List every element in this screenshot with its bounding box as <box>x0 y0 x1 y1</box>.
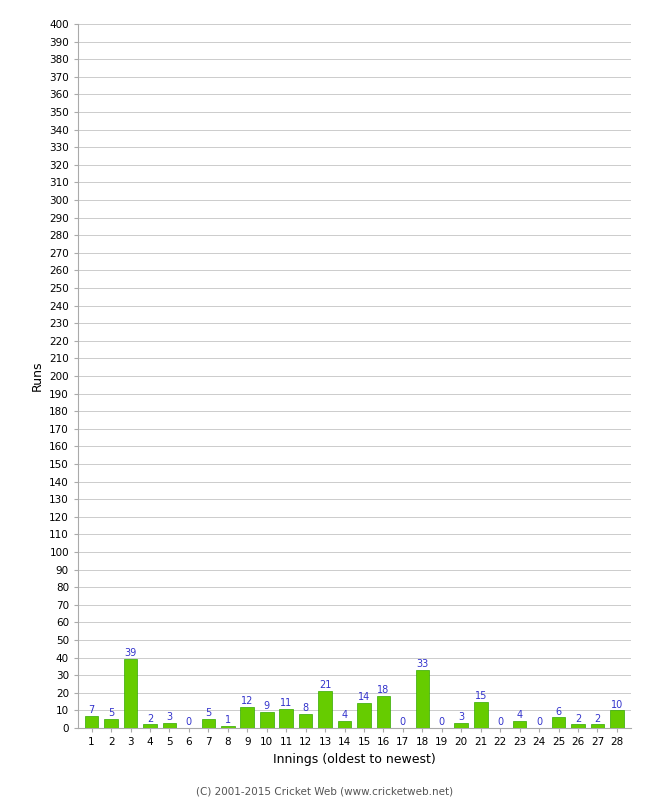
Bar <box>591 725 604 728</box>
Text: 6: 6 <box>556 706 562 717</box>
Bar <box>104 719 118 728</box>
Text: 2: 2 <box>147 714 153 724</box>
Bar <box>571 725 585 728</box>
Bar <box>143 725 157 728</box>
Text: 12: 12 <box>241 696 254 706</box>
Bar <box>221 726 235 728</box>
Text: 9: 9 <box>264 702 270 711</box>
Bar <box>280 709 293 728</box>
Bar <box>202 719 215 728</box>
Bar <box>84 716 98 728</box>
Text: 4: 4 <box>517 710 523 720</box>
Text: 33: 33 <box>416 659 428 669</box>
Text: 39: 39 <box>124 649 136 658</box>
Bar <box>610 710 624 728</box>
X-axis label: Innings (oldest to newest): Innings (oldest to newest) <box>273 753 436 766</box>
Bar <box>552 718 566 728</box>
Text: 5: 5 <box>205 708 211 718</box>
Text: 0: 0 <box>497 717 503 727</box>
Text: 0: 0 <box>186 717 192 727</box>
Bar <box>299 714 313 728</box>
Bar <box>415 670 429 728</box>
Bar <box>513 721 526 728</box>
Bar <box>338 721 352 728</box>
Text: 18: 18 <box>377 686 389 695</box>
Text: 2: 2 <box>594 714 601 724</box>
Text: 4: 4 <box>341 710 348 720</box>
Bar <box>376 696 390 728</box>
Y-axis label: Runs: Runs <box>31 361 44 391</box>
Text: 0: 0 <box>536 717 542 727</box>
Bar <box>454 722 468 728</box>
Text: 14: 14 <box>358 693 370 702</box>
Text: 2: 2 <box>575 714 581 724</box>
Bar <box>474 702 488 728</box>
Text: 7: 7 <box>88 705 95 715</box>
Text: 10: 10 <box>611 699 623 710</box>
Text: 1: 1 <box>225 715 231 726</box>
Text: 5: 5 <box>108 708 114 718</box>
Bar <box>162 722 176 728</box>
Bar <box>260 712 274 728</box>
Text: 3: 3 <box>166 712 172 722</box>
Text: 0: 0 <box>439 717 445 727</box>
Bar <box>318 691 332 728</box>
Text: 21: 21 <box>319 680 332 690</box>
Text: 11: 11 <box>280 698 292 708</box>
Bar <box>124 659 137 728</box>
Bar <box>357 703 370 728</box>
Text: 15: 15 <box>474 690 487 701</box>
Text: 0: 0 <box>400 717 406 727</box>
Text: 3: 3 <box>458 712 464 722</box>
Bar <box>240 707 254 728</box>
Text: (C) 2001-2015 Cricket Web (www.cricketweb.net): (C) 2001-2015 Cricket Web (www.cricketwe… <box>196 786 454 796</box>
Text: 8: 8 <box>302 703 309 713</box>
